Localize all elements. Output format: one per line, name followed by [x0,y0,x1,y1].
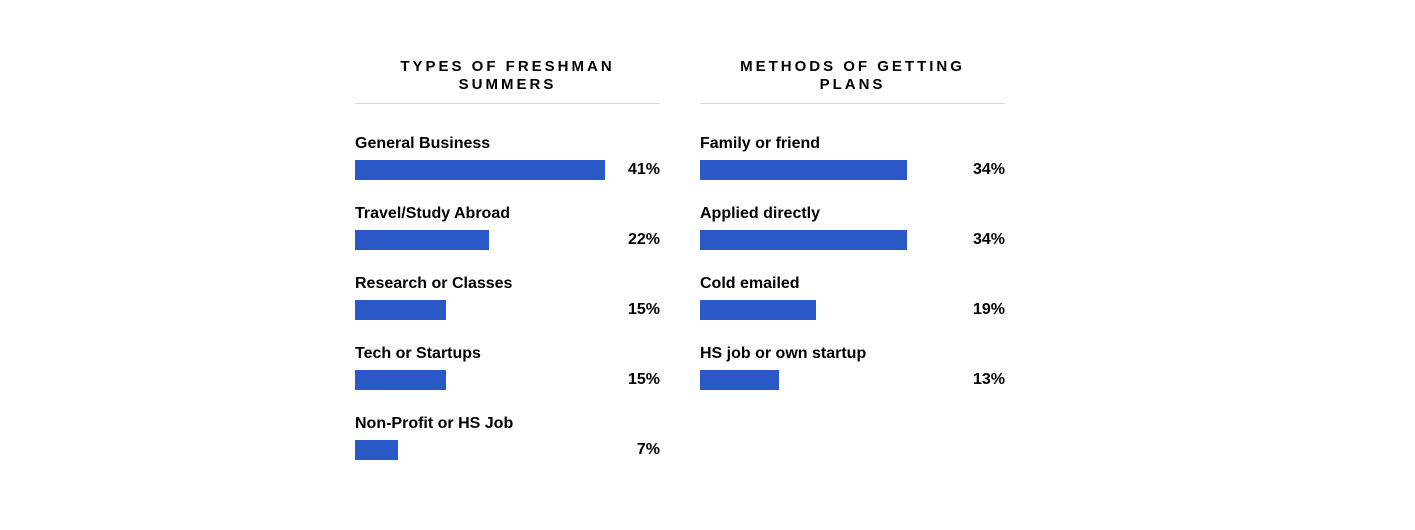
bar-value-label: 34% [972,161,1005,178]
bar-label: Family or friend [700,135,821,152]
bar-value-label: 34% [972,231,1005,248]
bar-row: Tech or Startups 15% [355,345,660,415]
bar-row: Cold emailed 19% [700,275,1005,345]
bar-track [355,160,605,180]
bar-label: Applied directly [700,205,821,222]
bar-row: Non-Profit or HS Job 7% [355,415,660,485]
bar [355,160,605,180]
bar-value-label: 15% [627,301,660,318]
getting-plans-chart: METHODS OF GETTING PLANS Family or frien… [700,58,1005,415]
bar-label: Travel/Study Abroad [355,205,510,222]
bar-track [355,370,605,390]
bar-value-label: 19% [972,301,1005,318]
bar-label: Tech or Startups [355,345,481,362]
bar-track [700,160,950,180]
bar-value-label: 13% [972,371,1005,388]
freshman-summers-chart: TYPES OF FRESHMAN SUMMERS General Busine… [355,58,660,485]
bar-value-label: 41% [627,161,660,178]
bar [700,300,816,320]
bar [355,230,489,250]
bar-label: HS job or own startup [700,345,867,362]
bar [355,440,398,460]
bar-row: HS job or own startup 13% [700,345,1005,415]
bar-track [700,300,950,320]
bar-value-label: 15% [627,371,660,388]
bar [700,230,907,250]
bar [700,160,907,180]
bar-track [355,440,605,460]
chart-title: METHODS OF GETTING PLANS [700,58,1005,104]
chart-title: TYPES OF FRESHMAN SUMMERS [355,58,660,104]
bar-label: General Business [355,135,491,152]
bar-list: Family or friend 34% Applied directly 34% Co… [700,135,1005,415]
bar-row: Research or Classes 15% [355,275,660,345]
bar-track [355,230,605,250]
bar-row: Travel/Study Abroad 22% [355,205,660,275]
bar-row: Family or friend 34% [700,135,1005,205]
bar-value-label: 7% [636,441,660,458]
bar [355,300,446,320]
bar-row: Applied directly 34% [700,205,1005,275]
bar-row: General Business 41% [355,135,660,205]
bar-label: Research or Classes [355,275,513,292]
bar [700,370,779,390]
bar-label: Cold emailed [700,275,800,292]
bar-value-label: 22% [627,231,660,248]
bar-label: Non-Profit or HS Job [355,415,514,432]
bar-list: General Business 41% Travel/Study Abroad 22… [355,135,660,485]
bar-track [700,230,950,250]
bar [355,370,446,390]
bar-track [355,300,605,320]
bar-track [700,370,950,390]
